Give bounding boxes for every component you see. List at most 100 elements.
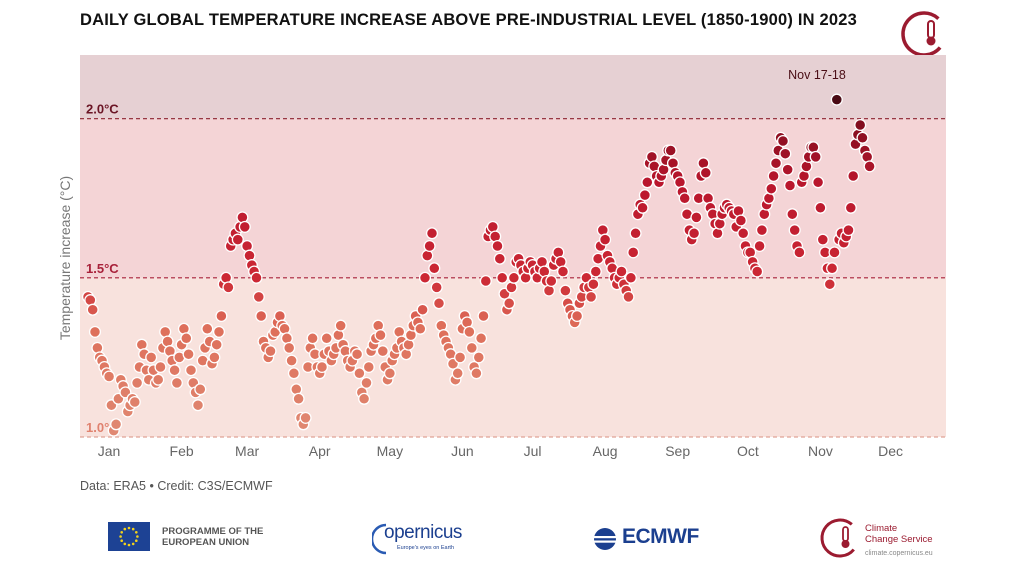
data-point (414, 322, 427, 335)
data-point (507, 271, 520, 284)
month-label-jun: Jun (451, 443, 474, 459)
data-point (423, 239, 436, 253)
data-point (491, 239, 504, 253)
data-point (854, 118, 867, 132)
data-point (779, 147, 792, 160)
y-axis-label: Temperature increase (°C) (57, 176, 73, 340)
data-point (231, 233, 244, 246)
data-point (624, 271, 637, 284)
data-point (201, 322, 214, 335)
data-point (212, 325, 226, 338)
data-point (451, 367, 464, 380)
band-above-2-0 (80, 55, 946, 119)
month-label-aug: Aug (593, 443, 618, 459)
data-point (264, 345, 277, 358)
month-label-nov: Nov (808, 443, 833, 459)
threshold-label-1: 1.5°C (86, 261, 119, 276)
data-point (358, 392, 371, 405)
month-label-sep: Sep (665, 443, 690, 459)
data-point (287, 367, 300, 380)
data-point (416, 303, 429, 316)
data-point (250, 271, 263, 284)
ecmwf-logo-icon (594, 528, 616, 550)
data-point (182, 348, 195, 361)
data-point (320, 332, 333, 345)
data-point (571, 309, 584, 323)
data-point (425, 227, 439, 240)
data-point (103, 370, 116, 383)
month-label-jul: Jul (524, 443, 542, 459)
data-point (863, 160, 876, 173)
data-point (470, 367, 483, 380)
data-point (783, 179, 797, 192)
peak-point (830, 93, 843, 106)
data-point (360, 376, 373, 389)
data-point (208, 351, 221, 364)
data-point (559, 284, 572, 297)
data-point (351, 348, 364, 361)
data-point (184, 364, 198, 377)
chart-title: DAILY GLOBAL TEMPERATURE INCREASE ABOVE … (80, 11, 858, 29)
threshold-label-2: 2.0°C (86, 102, 119, 117)
data-point (252, 290, 265, 303)
data-point (622, 290, 635, 303)
data-point (110, 418, 123, 431)
data-point (383, 367, 396, 380)
month-label-oct: Oct (737, 443, 759, 459)
data-point (688, 227, 701, 240)
data-point (545, 274, 558, 288)
data-point (826, 262, 839, 275)
data-point (475, 332, 488, 345)
eu-flag-icon (108, 522, 150, 551)
data-point (699, 166, 712, 179)
data-point (767, 169, 780, 183)
data-point (285, 354, 298, 367)
data-point (809, 150, 822, 163)
data-point (168, 364, 181, 377)
data-point (734, 214, 747, 227)
data-point (432, 297, 446, 310)
data-point (587, 278, 600, 291)
data-point (362, 360, 375, 374)
data-point (751, 265, 764, 278)
data-point (755, 224, 768, 237)
footer-logos: PROGRAMME OF THE EUROPEAN UNION opernicu… (0, 505, 1020, 574)
data-point (180, 332, 193, 345)
data-point (145, 351, 158, 364)
climate-change-service-icon (901, 11, 947, 57)
data-point (465, 341, 478, 354)
data-point (299, 411, 312, 424)
data-point (374, 329, 387, 342)
temperature-chart: 1.0°C1.5°C2.0°C Jan Feb Mar Apr May Jun Jul Aug… (57, 55, 946, 459)
data-point (765, 182, 778, 195)
data-point (472, 351, 485, 364)
data-point (463, 325, 476, 338)
data-point (131, 376, 144, 389)
data-point (496, 271, 509, 284)
data-point (88, 325, 102, 338)
data-point (454, 351, 467, 364)
data-point (418, 271, 432, 284)
data-point (128, 395, 141, 409)
data-point (627, 246, 640, 259)
data-points (81, 93, 876, 437)
data-point (170, 376, 183, 389)
data-point (283, 341, 296, 354)
month-label-apr: Apr (309, 443, 331, 459)
month-label-mar: Mar (235, 443, 259, 459)
data-point (842, 224, 855, 237)
data-point (191, 399, 205, 412)
c3s-url: climate.copernicus.eu (865, 550, 933, 557)
data-point (215, 309, 228, 323)
month-label-jan: Jan (98, 443, 121, 459)
data-point (690, 211, 703, 224)
copernicus-wordmark: opernicus (384, 522, 462, 543)
month-labels: Jan Feb Mar Apr May Jun Jul Aug Sep Oct Nov Dec (98, 443, 903, 459)
month-label-dec: Dec (878, 443, 903, 459)
data-point (678, 192, 691, 205)
eu-programme-text: PROGRAMME OF THE EUROPEAN UNION (162, 526, 264, 548)
data-point (353, 367, 366, 380)
data-point (828, 246, 841, 259)
data-point (793, 246, 806, 259)
data-point (306, 332, 319, 345)
